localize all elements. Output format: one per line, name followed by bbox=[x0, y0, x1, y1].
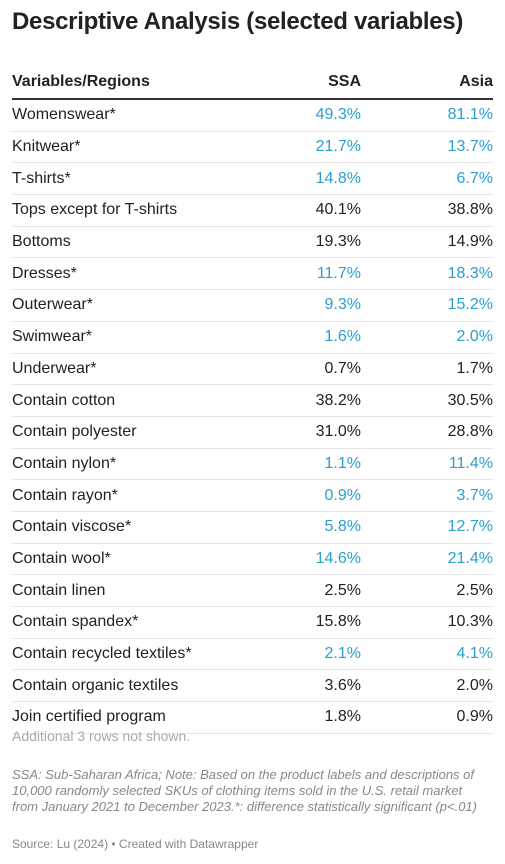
value-cell: 14.9% bbox=[447, 233, 493, 251]
table-row: Knitwear* 21.7% 13.7% bbox=[12, 132, 493, 164]
value-cell: 0.7% bbox=[324, 359, 361, 377]
value-cell: 2.0% bbox=[456, 676, 493, 694]
row-label: Womenswear* bbox=[12, 106, 116, 124]
value-cell: 0.9% bbox=[324, 486, 361, 504]
row-label: Contain spandex* bbox=[12, 613, 139, 631]
table-row: Contain linen 2.5% 2.5% bbox=[12, 575, 493, 607]
row-label: Contain recycled textiles* bbox=[12, 645, 192, 663]
value-cell: 21.7% bbox=[315, 138, 361, 156]
row-label: Join certified program bbox=[12, 708, 166, 726]
value-cell: 0.9% bbox=[456, 708, 493, 726]
table: Variables/Regions SSA Asia Womenswear* 49… bbox=[12, 66, 493, 734]
value-cell: 38.2% bbox=[315, 391, 361, 409]
table-row: Dresses* 11.7% 18.3% bbox=[12, 258, 493, 291]
table-row: Bottoms 19.3% 14.9% bbox=[12, 227, 493, 259]
table-row: Contain recycled textiles* 2.1% 4.1% bbox=[12, 639, 493, 671]
table-row: Contain rayon* 0.9% 3.7% bbox=[12, 480, 493, 512]
row-label: Outerwear* bbox=[12, 296, 93, 314]
table-row: Contain cotton 38.2% 30.5% bbox=[12, 385, 493, 417]
table-row: Swimwear* 1.6% 2.0% bbox=[12, 322, 493, 354]
value-cell: 49.3% bbox=[315, 106, 361, 124]
value-cell: 3.7% bbox=[456, 486, 493, 504]
value-cell: 11.4% bbox=[448, 454, 493, 472]
value-cell: 15.8% bbox=[315, 613, 361, 631]
value-cell: 2.5% bbox=[456, 581, 493, 599]
value-cell: 15.2% bbox=[447, 296, 493, 314]
row-label: Underwear* bbox=[12, 359, 97, 377]
row-label: Contain organic textiles bbox=[12, 676, 179, 694]
value-cell: 4.1% bbox=[456, 645, 493, 663]
row-label: Contain linen bbox=[12, 581, 106, 599]
row-label: Bottoms bbox=[12, 233, 71, 251]
source: Source: Lu (2024) • Created with Datawra… bbox=[12, 837, 259, 851]
row-label: Contain polyester bbox=[12, 423, 137, 441]
value-cell: 38.8% bbox=[447, 201, 493, 219]
table-row: T-shirts* 14.8% 6.7% bbox=[12, 163, 493, 196]
value-cell: 18.3% bbox=[447, 264, 493, 282]
value-cell: 1.8% bbox=[324, 708, 361, 726]
table-row: Underwear* 0.7% 1.7% bbox=[12, 354, 493, 386]
row-label: Knitwear* bbox=[12, 138, 81, 156]
value-cell: 14.6% bbox=[315, 549, 361, 567]
value-cell: 10.3% bbox=[447, 613, 493, 631]
value-cell: 40.1% bbox=[315, 201, 361, 219]
row-label: Dresses* bbox=[12, 264, 77, 282]
table-row: Contain spandex* 15.8% 10.3% bbox=[12, 607, 493, 639]
notes: SSA: Sub-Saharan Africa; Note: Based on … bbox=[12, 767, 477, 814]
value-cell: 14.8% bbox=[315, 169, 361, 187]
value-cell: 1.7% bbox=[456, 359, 493, 377]
value-cell: 2.5% bbox=[324, 581, 361, 599]
value-cell: 13.7% bbox=[447, 138, 493, 156]
table-row: Contain polyester 31.0% 28.8% bbox=[12, 417, 493, 449]
value-cell: 81.1% bbox=[447, 106, 493, 124]
row-label: Tops except for T-shirts bbox=[12, 201, 178, 219]
table-row: Contain wool* 14.6% 21.4% bbox=[12, 544, 493, 576]
table-row: Womenswear* 49.3% 81.1% bbox=[12, 100, 493, 132]
table-row: Join certified program 1.8% 0.9% bbox=[12, 702, 493, 734]
row-label: Swimwear* bbox=[12, 328, 93, 346]
value-cell: 2.0% bbox=[456, 328, 493, 346]
value-cell: 9.3% bbox=[324, 296, 361, 314]
value-cell: 3.6% bbox=[324, 676, 361, 694]
row-label: T-shirts* bbox=[12, 169, 71, 187]
header-cell: Variables/Regions bbox=[12, 73, 150, 90]
value-cell: 28.8% bbox=[447, 423, 493, 441]
row-label: Contain wool* bbox=[12, 549, 111, 567]
value-cell: 1.1% bbox=[324, 454, 361, 472]
value-cell: 21.4% bbox=[447, 549, 493, 567]
row-label: Contain viscose* bbox=[12, 518, 132, 536]
value-cell: 19.3% bbox=[315, 233, 361, 251]
table-row: Contain viscose* 5.8% 12.7% bbox=[12, 512, 493, 544]
value-cell: 12.7% bbox=[447, 518, 493, 536]
title: Descriptive Analysis (selected variables… bbox=[12, 8, 464, 35]
value-cell: 31.0% bbox=[315, 423, 361, 441]
table-row: Contain nylon* 1.1% 11.4% bbox=[12, 449, 493, 481]
row-label: Contain nylon* bbox=[12, 454, 117, 472]
value-cell: 30.5% bbox=[447, 391, 493, 409]
header-cell: SSA bbox=[328, 73, 361, 90]
more-rows-note: Additional 3 rows not shown. bbox=[12, 728, 191, 744]
table-row: Contain organic textiles 3.6% 2.0% bbox=[12, 670, 493, 703]
row-label: Contain rayon* bbox=[12, 486, 118, 504]
row-label: Contain cotton bbox=[12, 391, 116, 409]
header-row: Variables/Regions SSA Asia bbox=[12, 66, 493, 100]
value-cell: 2.1% bbox=[324, 645, 361, 663]
value-cell: 6.7% bbox=[456, 169, 493, 187]
table-row: Tops except for T-shirts 40.1% 38.8% bbox=[12, 195, 493, 227]
header-cell: Asia bbox=[459, 73, 493, 90]
table-row: Outerwear* 9.3% 15.2% bbox=[12, 290, 493, 322]
value-cell: 1.6% bbox=[324, 328, 361, 346]
value-cell: 11.7% bbox=[316, 264, 361, 282]
value-cell: 5.8% bbox=[324, 518, 361, 536]
